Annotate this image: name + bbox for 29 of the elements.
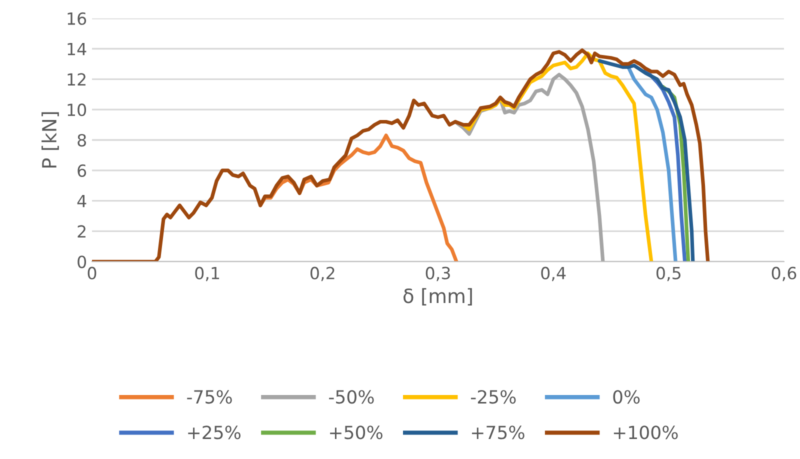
x-axis-title: δ [mm] (404, 288, 472, 306)
y-tick-label: 2 (78, 225, 86, 238)
x-tick-label: 0,5 (656, 266, 680, 282)
line-series (598, 59, 695, 262)
y-tick-label: 14 (68, 42, 86, 56)
y-tick-label: 12 (68, 73, 86, 86)
legend-label: +50% (330, 426, 382, 440)
legend-label: +100% (614, 426, 678, 440)
x-tick-label: 0,3 (426, 266, 450, 282)
legend-label: 0% (613, 390, 640, 404)
legend-label: -25% (470, 390, 516, 404)
x-tick-label: 0,6 (772, 266, 796, 282)
y-axis-title: P [kN] (42, 112, 59, 168)
line-series (92, 48, 710, 262)
y-tick-label: 0 (78, 256, 86, 268)
x-tick-label: 0 (88, 266, 96, 280)
legend-label: -75% (187, 390, 232, 404)
x-tick-label: 0,4 (541, 266, 566, 282)
y-tick-label: 8 (78, 134, 86, 147)
x-tick-label: 0,2 (310, 266, 334, 282)
y-tick-label: 10 (68, 104, 86, 116)
legend-label: -50% (329, 390, 374, 404)
line-series (626, 65, 678, 262)
y-tick-label: 16 (68, 12, 86, 25)
x-tick-label: 0,1 (195, 266, 220, 282)
legend-label: +25% (188, 426, 240, 440)
y-tick-label: 6 (78, 164, 86, 177)
y-tick-label: 4 (77, 194, 86, 208)
legend-label: +75% (472, 426, 524, 440)
